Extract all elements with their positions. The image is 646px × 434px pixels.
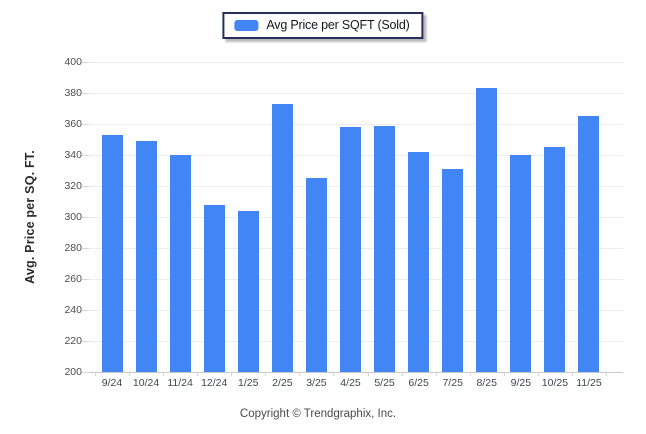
y-axis-tick [82,124,89,125]
y-tick-label: 260 [64,273,82,285]
y-axis-tick [82,186,89,187]
bar [339,127,361,372]
y-tick-label: 380 [64,87,82,99]
x-tick-label: 3/25 [306,377,327,389]
x-tick-label: 11/24 [167,377,193,389]
x-axis-tick [129,372,131,376]
y-axis-tick [82,341,89,342]
x-axis-tick [503,372,505,376]
gridline [88,372,623,373]
legend-label: Avg Price per SQFT (Sold) [266,18,410,32]
legend: Avg Price per SQFT (Sold) [222,12,424,39]
y-axis-tick [82,93,89,94]
bar [408,151,430,372]
y-axis-tick [82,62,89,63]
bar [442,168,464,372]
y-axis-tick [82,310,89,311]
x-tick-label: 6/25 [408,377,429,389]
bar [101,134,123,372]
x-tick-label: 12/24 [201,377,228,389]
y-tick-label: 220 [64,335,82,347]
x-axis-tick [606,372,607,376]
x-axis-tick [571,372,573,376]
x-tick-label: 7/25 [442,377,463,389]
legend-swatch-icon [234,19,259,31]
x-axis-tick [163,372,165,376]
bar [169,155,191,372]
y-tick-label: 300 [64,211,82,223]
x-tick-label: 2/25 [272,377,293,389]
bar [203,204,225,372]
y-axis-tick [82,155,89,156]
copyright-text: Copyright © Trendgraphix, Inc. [239,408,397,420]
x-axis-tick [265,372,267,376]
x-tick-label: 1/25 [238,377,259,389]
x-tick-label: 8/25 [476,377,497,389]
x-axis-tick [537,372,539,376]
gridline [88,62,623,63]
x-axis-tick [231,372,233,376]
bar [374,125,396,372]
bar [476,88,498,372]
y-tick-label: 360 [64,118,82,130]
y-axis-title: Avg. Price per SQ. FT. [23,150,37,284]
y-axis-tick [82,217,89,218]
x-axis-tick [469,372,471,376]
x-tick-label: 5/25 [374,377,395,389]
x-tick-label: 10/25 [541,377,569,389]
x-tick-label: 9/24 [101,377,123,389]
y-tick-label: 200 [64,366,82,378]
y-tick-label: 400 [64,56,82,68]
gridline [88,93,623,94]
y-tick-label: 340 [64,149,82,161]
x-tick-label: 11/25 [576,377,602,389]
x-axis-tick [367,372,369,376]
x-axis-tick [94,372,96,376]
x-axis-tick [299,372,301,376]
x-axis-tick [197,372,199,376]
y-axis-tick [82,279,89,280]
x-tick-label: 4/25 [340,377,361,389]
x-axis-tick [435,372,437,376]
x-axis-tick [333,372,335,376]
bar [544,147,566,372]
x-tick-label: 9/25 [510,377,532,389]
x-tick-label: 10/24 [132,377,160,389]
y-tick-label: 280 [64,242,82,254]
x-axis-tick [401,372,403,376]
bar [305,178,327,372]
y-tick-label: 320 [64,180,82,192]
bar [237,210,259,372]
y-axis-tick [82,248,89,249]
bar [135,141,157,372]
bar [510,155,532,372]
plot-area: 200 220 240 260 280 300 320 340 360 380 400 9/24 10/… [64,56,623,389]
bar [271,103,293,372]
y-tick-label: 240 [64,304,82,316]
gridline [88,124,623,125]
y-axis-tick [82,372,89,373]
bar [578,116,600,372]
